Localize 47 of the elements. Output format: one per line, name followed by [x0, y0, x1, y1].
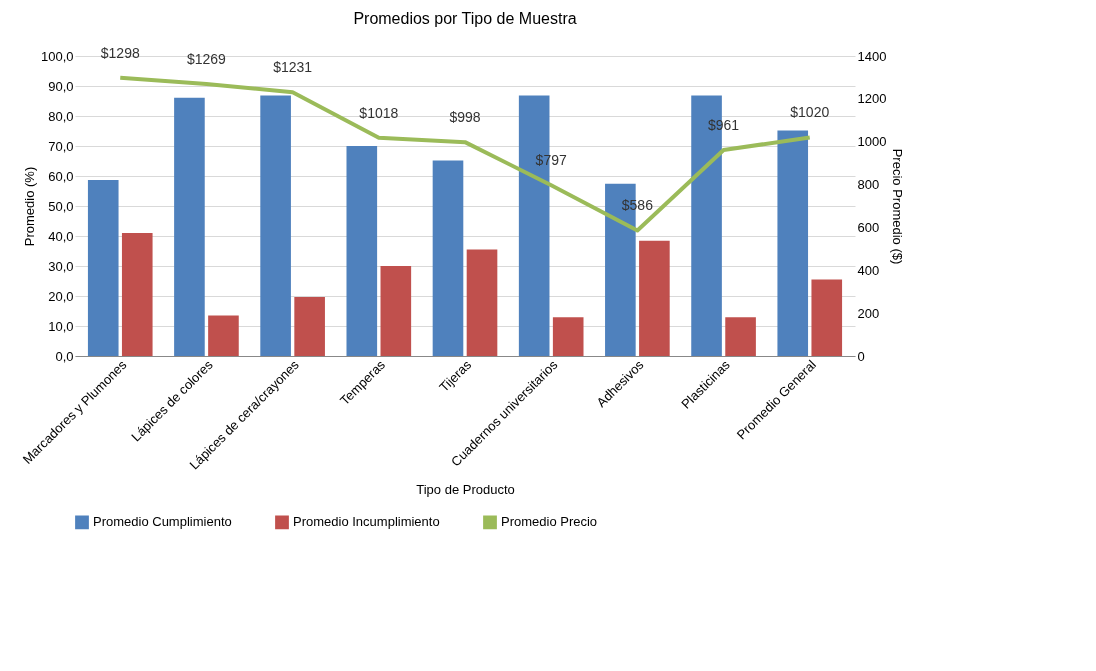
y-tick-label: 80,0 — [48, 108, 74, 124]
bar — [208, 315, 239, 356]
y-tick-label: 0,0 — [55, 348, 74, 364]
data-label: $1018 — [359, 104, 399, 121]
bar — [639, 240, 670, 356]
y2-tick-label: 1200 — [857, 91, 887, 107]
legend-label: Promedio Incumplimiento — [293, 514, 440, 530]
y-tick-label: 50,0 — [48, 198, 74, 214]
y-tick-label: 10,0 — [48, 318, 74, 334]
y2-tick-label: 800 — [857, 177, 880, 193]
bar — [777, 130, 809, 356]
y2-tick-label: 1400 — [857, 48, 887, 64]
bar — [260, 95, 291, 356]
y-tick-label: 20,0 — [48, 288, 74, 304]
data-label: $1298 — [100, 44, 140, 61]
bar — [432, 160, 464, 356]
legend-label: Promedio Cumplimiento — [93, 514, 232, 530]
y-axis-title: Promedio (%) — [21, 166, 37, 247]
bar — [811, 279, 843, 356]
y2-tick-label: 200 — [857, 305, 880, 321]
bar — [121, 233, 153, 356]
y2-tick-label: 0 — [857, 348, 865, 364]
y-tick-label: 40,0 — [48, 228, 74, 244]
y-tick-label: 30,0 — [48, 258, 74, 274]
data-label: $998 — [449, 109, 481, 126]
bar — [87, 179, 119, 356]
x-axis-title: Tipo de Producto — [416, 482, 515, 498]
y-tick-label: 60,0 — [48, 168, 74, 184]
bar — [552, 317, 584, 356]
bar — [174, 97, 205, 356]
y-tick-label: 70,0 — [48, 138, 74, 154]
y2-tick-label: 600 — [857, 219, 880, 235]
bar — [294, 296, 325, 356]
bar — [380, 266, 412, 356]
y2-tick-label: 400 — [857, 262, 880, 278]
y-tick-label: 90,0 — [48, 78, 74, 94]
bar — [346, 146, 378, 356]
y2-tick-label: 1000 — [857, 134, 887, 150]
bar — [725, 317, 756, 356]
data-label: $1269 — [186, 51, 227, 68]
data-label: $1231 — [273, 59, 313, 76]
data-label: $1020 — [790, 104, 830, 121]
bar — [466, 249, 498, 356]
y2-axis-title: Precio Promedio ($) — [890, 148, 906, 265]
chart-title: Promedios por Tipo de Muestra — [353, 9, 577, 27]
legend-label: Promedio Precio — [501, 514, 598, 530]
y-tick-label: 100,0 — [40, 48, 74, 64]
